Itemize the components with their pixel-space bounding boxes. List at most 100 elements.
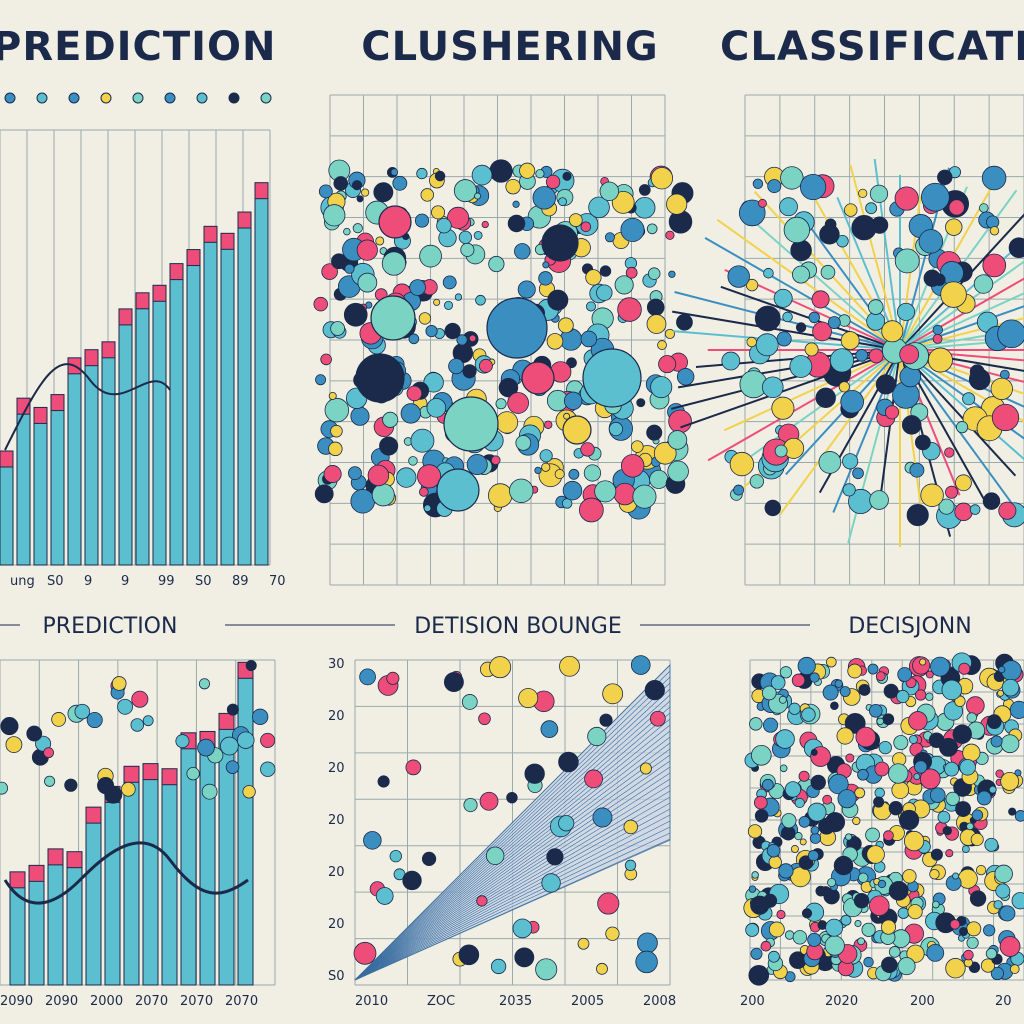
dot: [999, 936, 1021, 957]
dot: [507, 214, 526, 233]
dot: [646, 314, 667, 334]
dot: [825, 918, 844, 937]
dot: [749, 717, 763, 731]
dot: [969, 364, 985, 380]
bar-cap: [66, 851, 83, 869]
dot: [991, 403, 1020, 432]
dot: [175, 734, 190, 749]
dot: [599, 181, 620, 201]
dot: [518, 688, 539, 709]
bar: [104, 799, 121, 986]
title: PREDICTION: [0, 24, 277, 70]
dot: [228, 92, 240, 104]
ray: [707, 349, 901, 462]
dot: [596, 962, 608, 975]
dot: [866, 845, 885, 864]
cluster: [562, 415, 592, 445]
dot: [981, 165, 1007, 191]
dot: [434, 170, 446, 182]
dot: [810, 748, 818, 756]
dot: [498, 377, 519, 398]
dot: [797, 656, 816, 676]
dot: [44, 775, 56, 787]
bar: [0, 464, 14, 566]
dot: [577, 937, 590, 950]
dot: [799, 838, 807, 846]
dot: [613, 482, 637, 506]
dot: [753, 795, 768, 810]
dot: [377, 775, 390, 788]
dot: [920, 483, 944, 507]
dot: [893, 735, 909, 751]
dot: [851, 215, 877, 241]
x-tick-label: 200: [910, 994, 935, 1009]
dot: [938, 498, 955, 515]
bar-cap: [101, 341, 116, 359]
dot: [514, 947, 535, 968]
dot: [945, 218, 963, 236]
dot: [1014, 769, 1022, 777]
dot: [795, 322, 807, 333]
dot: [653, 441, 677, 465]
bar: [16, 411, 31, 566]
dot: [242, 785, 256, 799]
boundary-line: [354, 700, 671, 981]
dot: [792, 930, 808, 945]
dot: [554, 469, 565, 480]
boundary-line: [354, 676, 671, 981]
dot: [367, 464, 390, 487]
dot: [639, 762, 652, 775]
boundary-line: [354, 814, 671, 981]
dot: [789, 355, 813, 378]
dot: [330, 321, 346, 336]
bar-cap: [169, 263, 184, 281]
boundary-line: [354, 832, 671, 981]
bar-cap: [220, 232, 235, 250]
dot: [142, 715, 154, 727]
dot: [873, 796, 885, 808]
dot: [998, 665, 1006, 674]
dot: [939, 737, 958, 757]
dot: [986, 714, 1002, 729]
dot: [562, 171, 572, 181]
dot: [668, 270, 676, 278]
dot: [584, 769, 603, 789]
dot: [819, 224, 840, 245]
dot: [488, 255, 505, 273]
dot: [86, 712, 103, 729]
dot: [360, 188, 370, 197]
trend-line: [4, 363, 171, 451]
boundary-line: [354, 790, 671, 981]
bar: [85, 820, 102, 986]
boundary-line: [354, 766, 671, 981]
dot: [617, 297, 642, 322]
dot: [197, 738, 215, 757]
dot: [657, 340, 667, 350]
dot: [421, 851, 437, 866]
dot: [842, 483, 856, 497]
dot: [932, 324, 943, 336]
x-tick-label: 2000: [90, 994, 123, 1009]
dot: [490, 958, 507, 975]
dot: [854, 920, 862, 928]
dot: [638, 184, 651, 196]
y-tick-label: S0: [328, 969, 345, 984]
dot: [949, 919, 961, 930]
dot: [875, 374, 896, 395]
dot: [423, 372, 444, 393]
dot: [768, 855, 782, 869]
dot: [260, 92, 272, 104]
x-tick-label: 2035: [499, 994, 532, 1009]
boundary-line: [354, 694, 671, 981]
dot: [410, 428, 435, 453]
dot: [132, 92, 144, 104]
dot: [827, 877, 837, 888]
divider-label: DETISION BOUNGE: [414, 614, 622, 639]
dot: [874, 787, 885, 798]
dot: [541, 873, 561, 893]
dot: [834, 679, 843, 688]
dot: [649, 710, 666, 727]
dot: [971, 809, 984, 821]
dot: [896, 689, 910, 704]
dot: [812, 321, 832, 342]
